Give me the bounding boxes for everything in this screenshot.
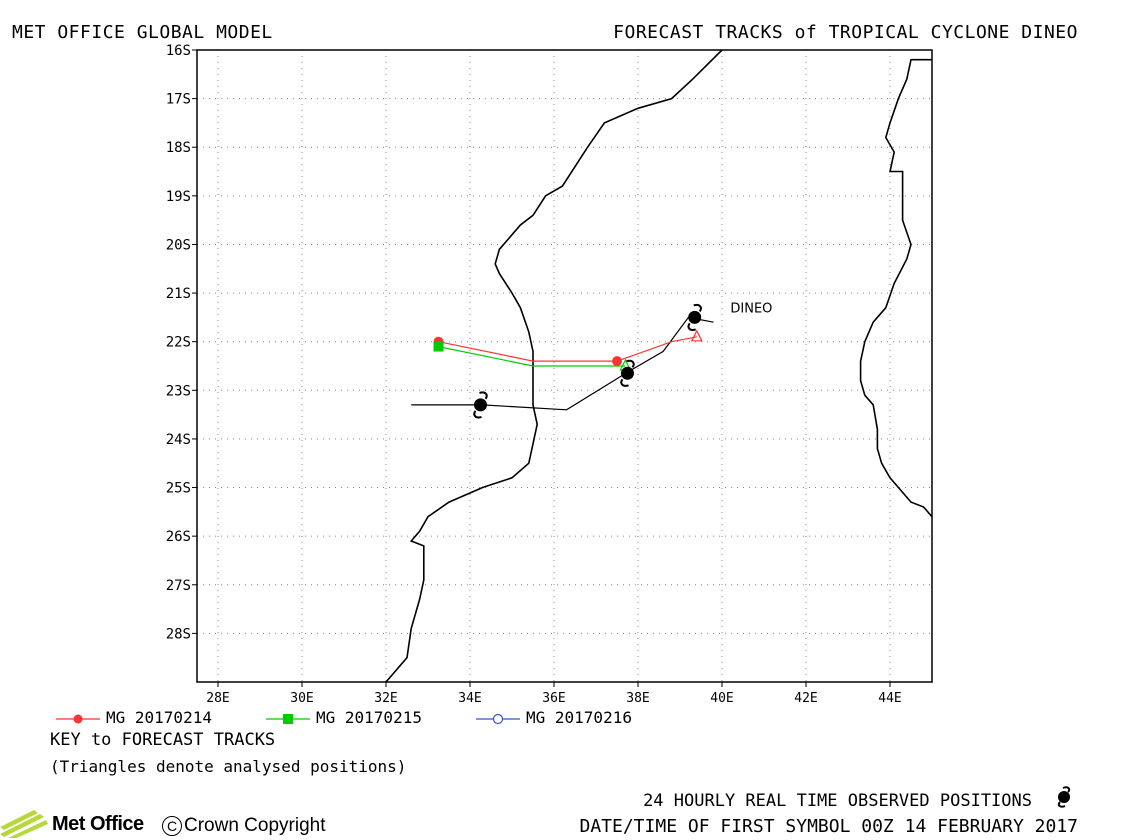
cyclone-arm: [479, 391, 488, 400]
lat-tick-label: 23S: [166, 383, 191, 399]
cyclone-arm: [620, 378, 629, 387]
legend-label: MG 20170215: [316, 708, 422, 727]
lat-tick-label: 17S: [166, 92, 191, 108]
lat-tick-label: 24S: [166, 432, 191, 448]
legend-sample-blue: [476, 710, 520, 726]
copyright-icon: C: [162, 816, 182, 836]
lat-tick-label: 18S: [166, 140, 191, 156]
legend-item-2: MG 20170215: [266, 708, 422, 727]
lon-tick-label: 44E: [878, 691, 901, 706]
legend-item-1: MG 20170214: [56, 708, 212, 727]
observed-positions-label: 24 HOURLY REAL TIME OBSERVED POSITIONS: [643, 791, 1032, 811]
lon-tick-label: 36E: [542, 691, 565, 706]
lat-tick-label: 27S: [166, 578, 191, 594]
analysed-triangle: [690, 329, 703, 342]
lat-tick-label: 28S: [166, 626, 191, 642]
model-title: MET OFFICE GLOBAL MODEL: [12, 22, 273, 43]
lat-tick-label: 26S: [166, 529, 191, 545]
cyclone-eye: [474, 398, 487, 412]
lon-tick-label: 40E: [710, 691, 733, 706]
key-note: (Triangles denote analysed positions): [50, 757, 407, 776]
met-office-logo: Met Office: [0, 810, 144, 838]
cyclone-eye: [688, 310, 702, 324]
key-title: KEY to FORECAST TRACKS: [50, 730, 276, 750]
lon-tick-label: 38E: [626, 691, 649, 706]
lon-tick-label: 32E: [374, 691, 397, 706]
lon-tick-label: 28E: [206, 691, 229, 706]
cyclone-arm: [626, 359, 635, 368]
chart-title: FORECAST TRACKS of TROPICAL CYCLONE DINE…: [613, 22, 1078, 43]
coastline-madagascar: [859, 58, 932, 518]
legend-sample-green: [266, 710, 310, 726]
cyclone-symbol: [687, 303, 702, 331]
cyclone-symbol: [620, 359, 635, 387]
copyright-text: Crown Copyright: [184, 815, 326, 836]
legend-label: MG 20170216: [526, 708, 632, 727]
lat-tick-label: 21S: [166, 286, 191, 302]
lon-tick-label: 34E: [458, 691, 481, 706]
forecast-marker: [433, 341, 444, 352]
lat-tick-label: 20S: [166, 237, 191, 253]
lon-tick-label: 30E: [290, 691, 313, 706]
lat-tick-label: 25S: [166, 481, 191, 497]
lat-tick-label: 22S: [166, 335, 191, 351]
copyright: C Crown Copyright: [162, 815, 326, 837]
cyclone-arm: [687, 322, 697, 331]
forecast-track-2: [438, 346, 626, 367]
storm-label: DINEO: [730, 302, 772, 317]
legend-item-3: MG 20170216: [476, 708, 632, 727]
forecast-track-1: [438, 336, 697, 362]
cyclone-symbols: [473, 303, 702, 419]
coastline-africa: [385, 50, 723, 682]
lon-tick-label: 42E: [794, 691, 817, 706]
lat-tick-label: 19S: [166, 189, 191, 205]
met-office-logo-icon: [0, 810, 48, 838]
map-frame: [196, 49, 933, 683]
coastlines: [385, 50, 932, 682]
tracks: [411, 316, 714, 411]
legend-sample-red: [56, 710, 100, 726]
observed-track: [411, 316, 714, 411]
lat-tick-label: 16S: [166, 43, 191, 59]
forecast-marker: [612, 356, 622, 367]
cyclone-symbol: [473, 391, 488, 419]
cyclone-arm: [473, 410, 482, 419]
cyclone-arm: [693, 303, 702, 312]
logo-text: Met Office: [52, 812, 144, 835]
axis-ticks: 28E 30E 32E 34E 36E 38E 40E 42E 44E 16S 17S 18S 19S 2…: [166, 43, 902, 706]
cyclone-symbol-icon: [1057, 786, 1071, 808]
first-symbol-date: DATE/TIME OF FIRST SYMBOL 00Z 14 FEBRUAR…: [579, 816, 1079, 837]
cyclone-eye: [621, 366, 634, 380]
legend-label: MG 20170214: [106, 708, 212, 727]
